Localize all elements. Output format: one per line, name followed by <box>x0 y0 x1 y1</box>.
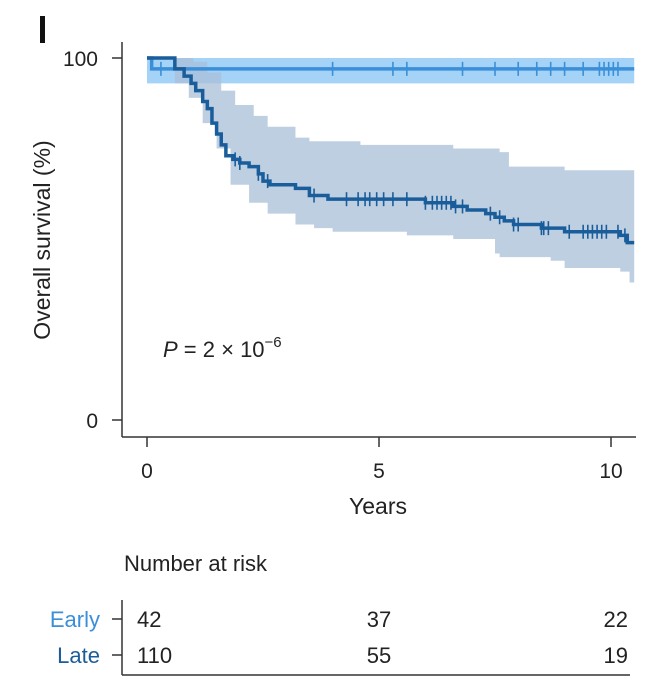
x-tick-label: 5 <box>373 460 385 483</box>
risk-count: 22 <box>604 607 628 632</box>
y-tick-label: 100 <box>63 48 98 71</box>
confidence-bands <box>147 58 635 287</box>
risk-count: 37 <box>367 607 391 632</box>
p-value-annotation: P = 2 × 10−6 <box>163 334 282 362</box>
ci-band-early <box>147 58 635 84</box>
y-axis-label: Overall survival (%) <box>29 140 55 339</box>
ci-band-late <box>147 58 635 287</box>
risk-count: 19 <box>604 643 628 668</box>
risk-table-title: Number at risk <box>124 551 268 576</box>
risk-row-label-early: Early <box>50 607 100 632</box>
risk-table: Early 42 37 22 Late 110 55 19 <box>50 600 630 676</box>
risk-count: 110 <box>137 643 172 668</box>
panel-label-bar <box>40 16 45 43</box>
axis-ticks: 0 100 0 5 10 <box>63 48 623 483</box>
risk-count: 42 <box>137 607 161 632</box>
p-symbol: P <box>163 337 178 362</box>
risk-count: 55 <box>367 643 391 668</box>
p-value-text: = 2 × 10 <box>178 337 265 362</box>
p-value-exponent: −6 <box>265 334 282 351</box>
y-tick-label: 0 <box>86 410 98 433</box>
censor-marks <box>160 61 626 243</box>
panel-label: l <box>0 0 1 1</box>
x-axis-label: Years <box>349 493 407 519</box>
survival-line-late <box>147 56 635 245</box>
risk-row-label-late: Late <box>57 643 100 668</box>
x-tick-label: 10 <box>599 460 622 483</box>
x-tick-label: 0 <box>141 460 153 483</box>
